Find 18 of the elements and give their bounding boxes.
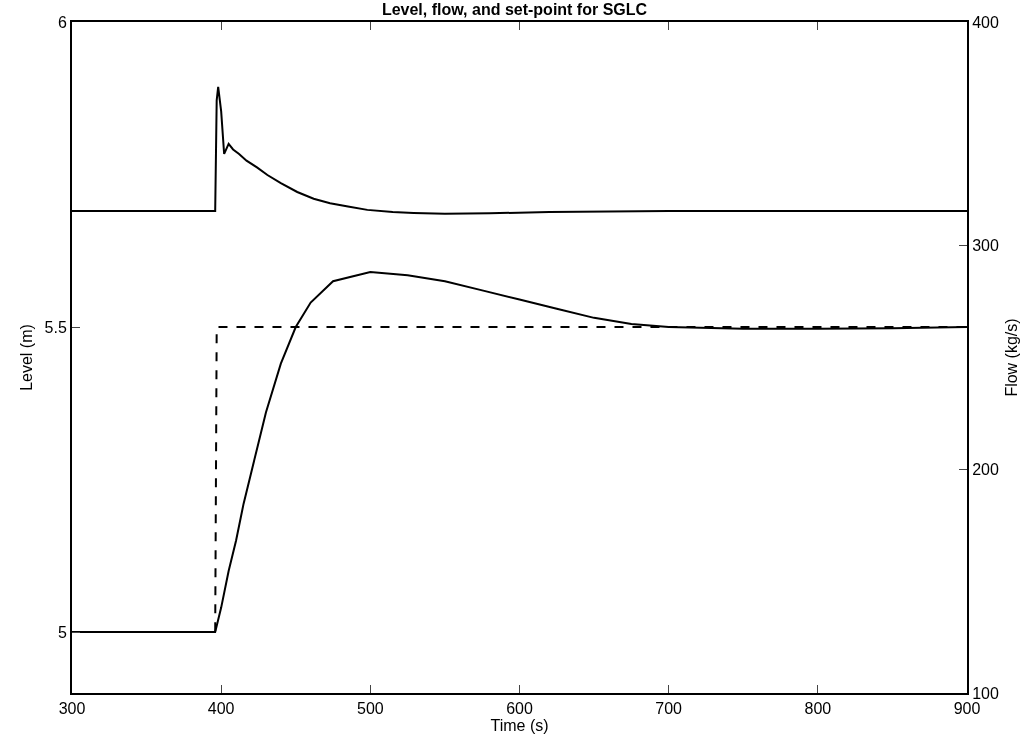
y-axis-title: Level (m) [17, 324, 35, 391]
x-tick-label: 600 [506, 700, 533, 718]
x-tick-label: 300 [58, 700, 86, 718]
chart-title: Level, flow, and set-point for SGLC [381, 0, 648, 18]
x-tick-label: 900 [953, 700, 981, 718]
y-tick-label: 5.5 [44, 318, 67, 336]
y-tick-label: 5 [57, 623, 67, 641]
x-axis-title: Time (s) [490, 717, 549, 735]
y2-tick-label: 400 [972, 13, 999, 31]
y2-tick-label: 300 [972, 237, 999, 255]
y2-tick-label: 200 [972, 460, 999, 478]
x-tick-label: 700 [655, 700, 683, 718]
x-tick-label: 500 [356, 700, 384, 718]
x-tick-label: 400 [207, 700, 235, 718]
y-tick-label: 6 [57, 13, 67, 31]
y2-axis-title: Flow (kg/s) [1003, 318, 1021, 397]
y2-tick-label: 100 [972, 684, 999, 702]
x-tick-label: 800 [804, 700, 832, 718]
